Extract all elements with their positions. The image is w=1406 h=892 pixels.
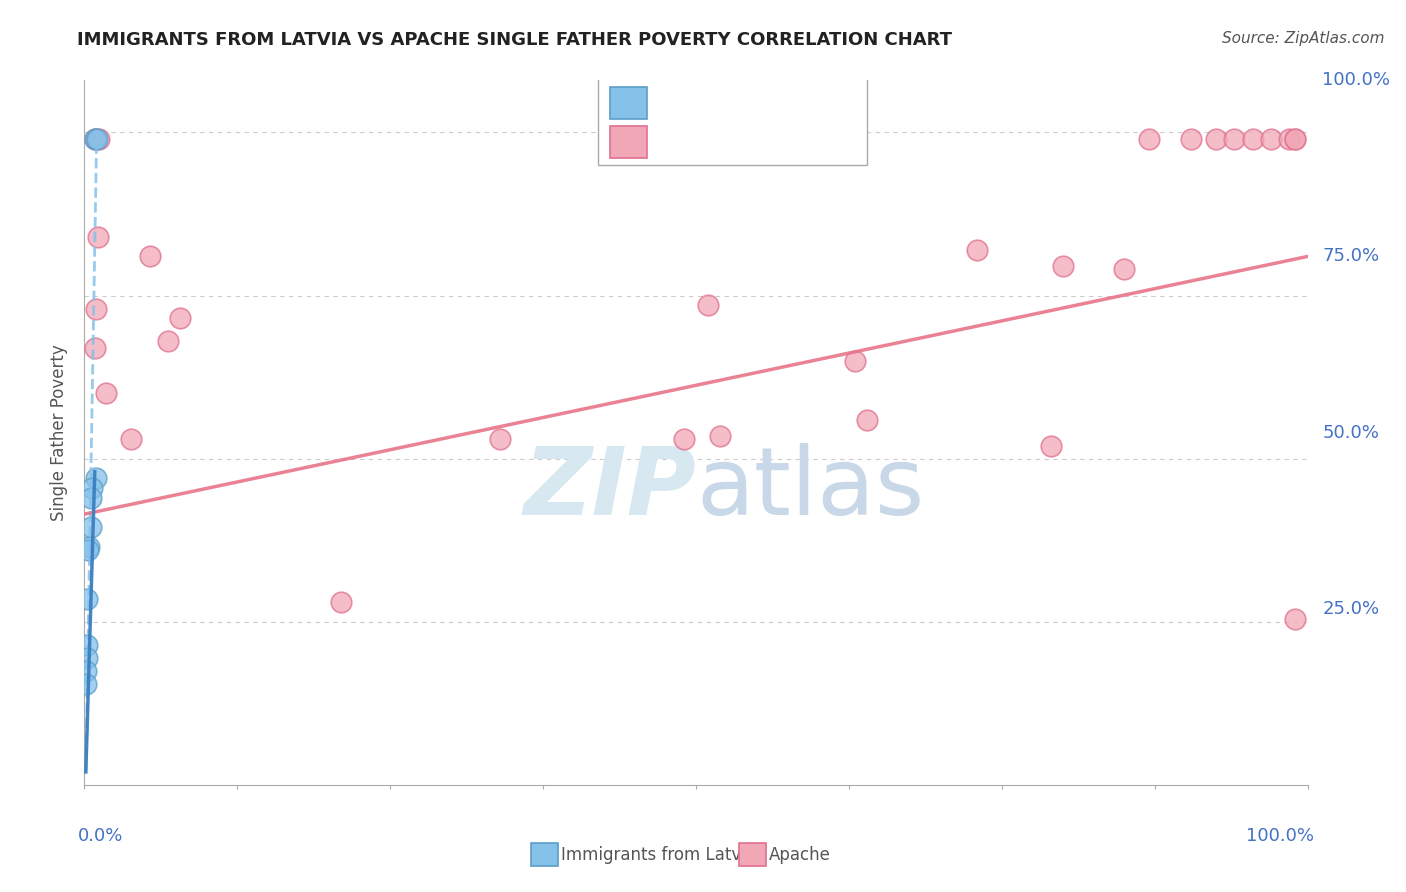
Point bbox=[84, 341, 107, 355]
Point bbox=[697, 298, 720, 312]
Point bbox=[966, 243, 988, 257]
Point bbox=[1114, 262, 1136, 277]
Text: R = 0.341   N = 32: R = 0.341 N = 32 bbox=[657, 133, 841, 151]
Text: 75.0%: 75.0% bbox=[1322, 247, 1379, 266]
Point bbox=[77, 540, 100, 554]
Point bbox=[76, 592, 98, 607]
Point bbox=[84, 471, 107, 485]
Text: ZIP: ZIP bbox=[523, 443, 696, 535]
Point bbox=[139, 250, 162, 264]
Point bbox=[80, 520, 103, 534]
Point bbox=[330, 595, 353, 609]
Point bbox=[80, 481, 103, 495]
Point bbox=[844, 354, 866, 368]
Point bbox=[120, 432, 142, 446]
Point bbox=[1039, 439, 1062, 453]
Point bbox=[156, 334, 179, 349]
Point bbox=[1052, 259, 1074, 273]
Point bbox=[80, 491, 103, 505]
Text: R = 0.331   N = 13: R = 0.331 N = 13 bbox=[657, 94, 841, 112]
Point bbox=[1284, 132, 1306, 146]
Point bbox=[1284, 611, 1306, 625]
FancyBboxPatch shape bbox=[738, 844, 766, 866]
Point bbox=[1223, 132, 1246, 146]
Text: atlas: atlas bbox=[696, 443, 924, 535]
Text: 25.0%: 25.0% bbox=[1322, 599, 1379, 618]
Point bbox=[83, 132, 105, 146]
Text: 100.0%: 100.0% bbox=[1246, 827, 1313, 846]
Point bbox=[1260, 132, 1282, 146]
Text: 100.0%: 100.0% bbox=[1322, 71, 1391, 89]
FancyBboxPatch shape bbox=[598, 73, 868, 165]
Text: Immigrants from Latvia: Immigrants from Latvia bbox=[561, 847, 756, 864]
Point bbox=[76, 650, 98, 665]
Text: Apache: Apache bbox=[769, 847, 831, 864]
Text: 0.0%: 0.0% bbox=[79, 827, 124, 846]
FancyBboxPatch shape bbox=[531, 844, 558, 866]
Point bbox=[1137, 132, 1160, 146]
Point bbox=[75, 677, 97, 691]
Point bbox=[169, 311, 191, 326]
Point bbox=[1241, 132, 1264, 146]
Text: Source: ZipAtlas.com: Source: ZipAtlas.com bbox=[1222, 31, 1385, 46]
Point bbox=[84, 301, 107, 316]
Point bbox=[1278, 132, 1301, 146]
Point bbox=[86, 132, 108, 146]
Text: IMMIGRANTS FROM LATVIA VS APACHE SINGLE FATHER POVERTY CORRELATION CHART: IMMIGRANTS FROM LATVIA VS APACHE SINGLE … bbox=[77, 31, 952, 49]
Point bbox=[75, 664, 97, 678]
Point bbox=[77, 543, 100, 558]
Point bbox=[83, 132, 105, 146]
FancyBboxPatch shape bbox=[610, 87, 647, 119]
Point bbox=[1205, 132, 1227, 146]
Point bbox=[489, 432, 512, 446]
Point bbox=[1284, 132, 1306, 146]
Point bbox=[1180, 132, 1202, 146]
Point bbox=[96, 386, 118, 401]
Point bbox=[76, 638, 98, 652]
Y-axis label: Single Father Poverty: Single Father Poverty bbox=[51, 344, 69, 521]
FancyBboxPatch shape bbox=[610, 126, 647, 158]
Point bbox=[709, 429, 731, 443]
Point bbox=[672, 432, 695, 446]
Point bbox=[87, 132, 110, 146]
Text: 50.0%: 50.0% bbox=[1322, 424, 1379, 442]
Point bbox=[856, 412, 879, 426]
Point bbox=[84, 132, 107, 146]
Point bbox=[87, 230, 110, 244]
